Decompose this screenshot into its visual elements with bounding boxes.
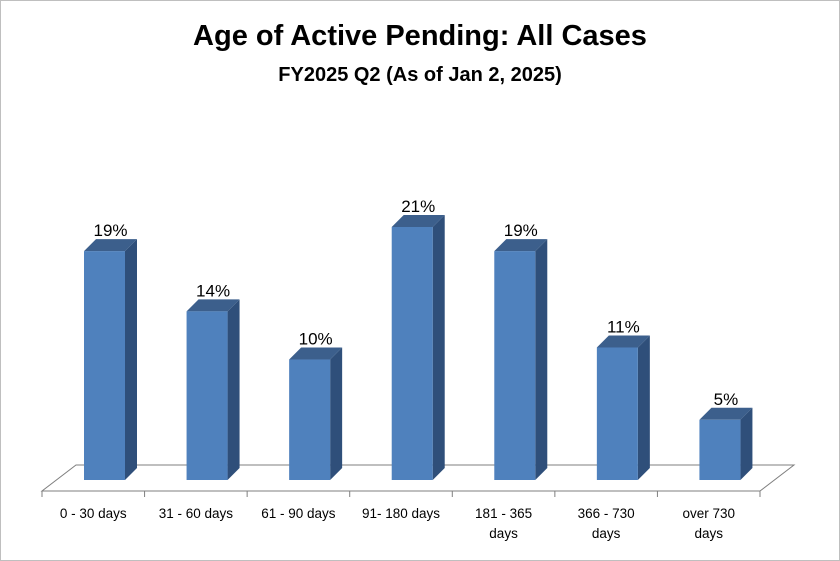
data-label: 21%: [401, 197, 435, 216]
bar-series: [84, 215, 753, 480]
bar-front: [391, 227, 433, 480]
chart-subtitle: FY2025 Q2 (As of Jan 2, 2025): [278, 64, 562, 86]
category-label: 31 - 60 days: [159, 506, 234, 521]
bar: [186, 299, 240, 480]
bar-top: [391, 215, 445, 227]
bar: [289, 347, 343, 480]
category-label: 181 - 365 days: [475, 506, 532, 541]
category-label: 366 - 730 days: [578, 506, 635, 541]
bar-front: [596, 347, 638, 480]
data-label: 19%: [504, 221, 538, 240]
data-label: 11%: [607, 317, 640, 336]
category-label: 61 - 90 days: [261, 506, 336, 521]
bar-side: [535, 239, 548, 480]
bar-front: [84, 251, 125, 480]
bar-side: [637, 335, 650, 480]
category-label: 91- 180 days: [362, 506, 440, 521]
bar: [84, 239, 137, 480]
bar-side: [740, 407, 753, 480]
bar-top: [699, 407, 753, 420]
bar-side: [330, 347, 343, 480]
data-label: 19%: [93, 221, 127, 240]
category-axis: 0 - 30 days 31 - 60 days 61 - 90 days 91- 1…: [60, 506, 735, 541]
bar-top: [84, 239, 137, 252]
chart-title: Age of Active Pending: All Cases: [193, 20, 647, 52]
data-label: 5%: [714, 390, 739, 409]
bar-top: [494, 239, 548, 252]
bar-side: [125, 239, 137, 480]
bar-top: [186, 299, 240, 312]
bar-front: [494, 251, 536, 480]
bar-front: [289, 359, 331, 480]
bar-top: [596, 335, 650, 348]
bar: [494, 239, 548, 480]
bar-front: [186, 311, 228, 480]
bar: [391, 215, 445, 480]
chart-floor: [40, 464, 796, 497]
category-label: over 730 days: [682, 506, 735, 541]
data-label: 14%: [196, 281, 230, 300]
bar: [699, 407, 753, 480]
bar-front: [699, 419, 741, 480]
bar: [596, 335, 650, 480]
bar-top: [289, 347, 343, 360]
data-label: 10%: [299, 330, 333, 349]
category-label: 0 - 30 days: [60, 506, 127, 521]
floor-plane: [40, 464, 796, 492]
bar-side: [432, 215, 445, 480]
bar-side: [227, 299, 240, 480]
data-labels: 19% 14% 10% 21% 19% 11% 5%: [93, 197, 738, 409]
